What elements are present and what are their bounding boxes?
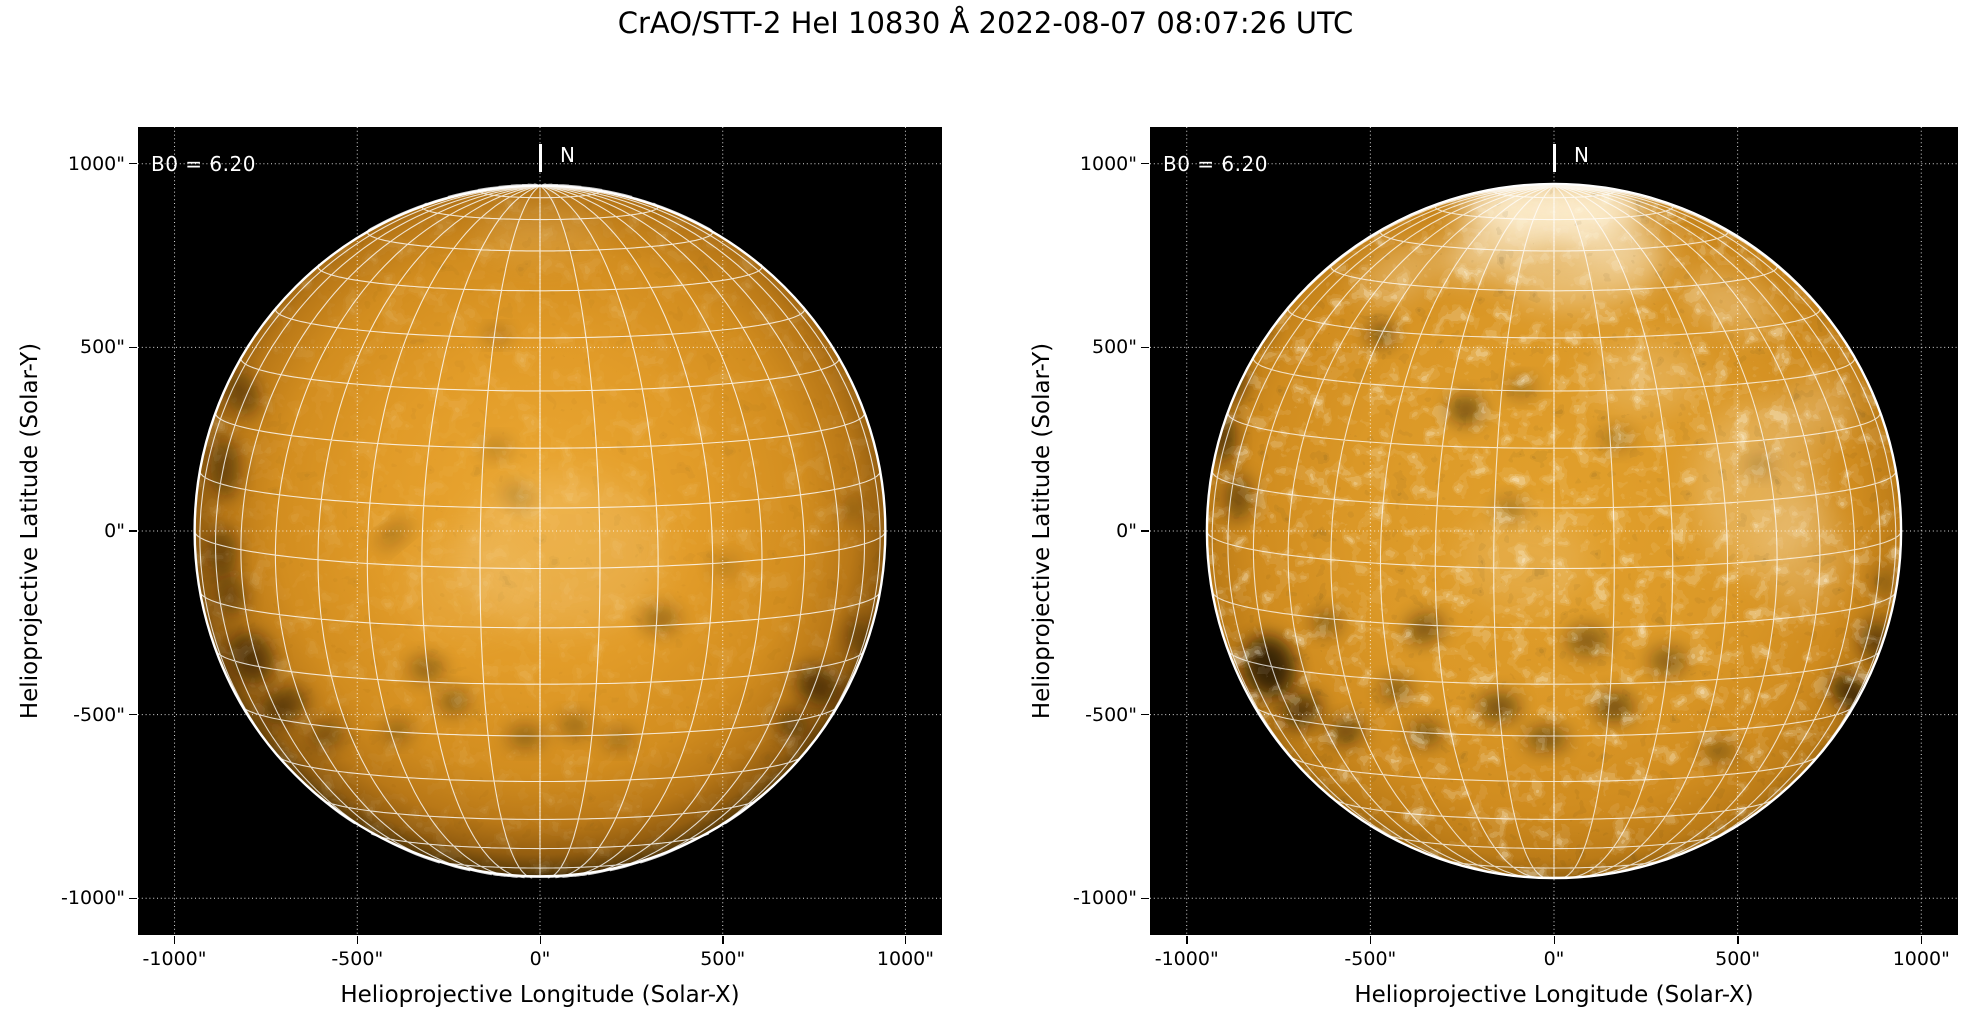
y-tick-mark <box>1141 897 1149 899</box>
b0-annotation: B0 = 6.20 <box>1163 152 1268 176</box>
x-tick-mark <box>1737 936 1739 944</box>
y-tick-mark <box>1141 713 1149 716</box>
north-label: N <box>1574 143 1589 167</box>
x-tick-mark <box>1920 936 1923 944</box>
x-tick-label: 500" <box>700 948 746 970</box>
y-tick-label: 1000" <box>67 152 125 175</box>
y-tick-label: -1000" <box>1073 887 1137 910</box>
x-axis-label-right: Helioprojective Longitude (Solar-X) <box>1354 982 1754 1008</box>
y-tick-mark <box>129 346 137 349</box>
x-tick-mark <box>904 936 907 944</box>
y-tick-mark <box>1141 530 1149 532</box>
y-tick-mark <box>129 530 137 532</box>
x-tick-label: 0" <box>529 948 551 970</box>
x-tick-mark <box>1369 936 1372 944</box>
y-tick-label: 1000" <box>1079 152 1137 175</box>
x-tick-label: 1000" <box>1892 948 1950 970</box>
solar-disk-plot-right <box>1150 127 1958 935</box>
y-tick-label: 500" <box>79 336 125 359</box>
y-tick-mark <box>129 897 137 899</box>
north-tick-mark <box>539 144 542 172</box>
x-tick-mark <box>1186 936 1188 944</box>
x-tick-label: 0" <box>1543 948 1565 970</box>
north-tick-mark <box>1553 144 1556 172</box>
y-tick-mark <box>129 713 137 716</box>
x-tick-mark <box>1553 936 1555 944</box>
x-tick-label: -1000" <box>142 948 207 970</box>
x-tick-mark <box>356 936 359 944</box>
solar-map-panel-left: B0 = 6.20 N <box>138 127 942 935</box>
x-tick-label: -1000" <box>1154 948 1219 970</box>
y-tick-mark <box>129 163 137 165</box>
y-tick-label: 0" <box>104 520 125 542</box>
y-tick-label: -1000" <box>61 887 125 910</box>
y-tick-label: 0" <box>1116 520 1137 542</box>
b0-annotation: B0 = 6.20 <box>151 152 256 176</box>
y-tick-mark <box>1141 346 1149 349</box>
x-tick-label: -500" <box>331 948 384 970</box>
y-axis-label-right: Helioprojective Latitude (Solar-Y) <box>1029 342 1055 720</box>
x-axis-label-left: Helioprojective Longitude (Solar-X) <box>340 982 740 1008</box>
y-tick-label: -500" <box>73 703 125 726</box>
x-tick-label: 500" <box>1715 948 1761 970</box>
x-tick-label: -500" <box>1344 948 1397 970</box>
x-tick-mark <box>722 936 724 944</box>
y-tick-mark <box>1141 163 1149 165</box>
y-tick-label: -500" <box>1085 703 1137 726</box>
y-tick-label: 500" <box>1091 336 1137 359</box>
north-label: N <box>560 143 575 167</box>
solar-disk-plot-left <box>138 127 942 935</box>
y-axis-label-left: Helioprojective Latitude (Solar-Y) <box>17 342 43 720</box>
x-tick-mark <box>539 936 541 944</box>
x-tick-mark <box>174 936 176 944</box>
figure-title: CrAO/STT-2 HeI 10830 Å 2022-08-07 08:07:… <box>617 6 1354 40</box>
solar-map-panel-right: B0 = 6.20 N <box>1150 127 1958 935</box>
x-tick-label: 1000" <box>876 948 934 970</box>
